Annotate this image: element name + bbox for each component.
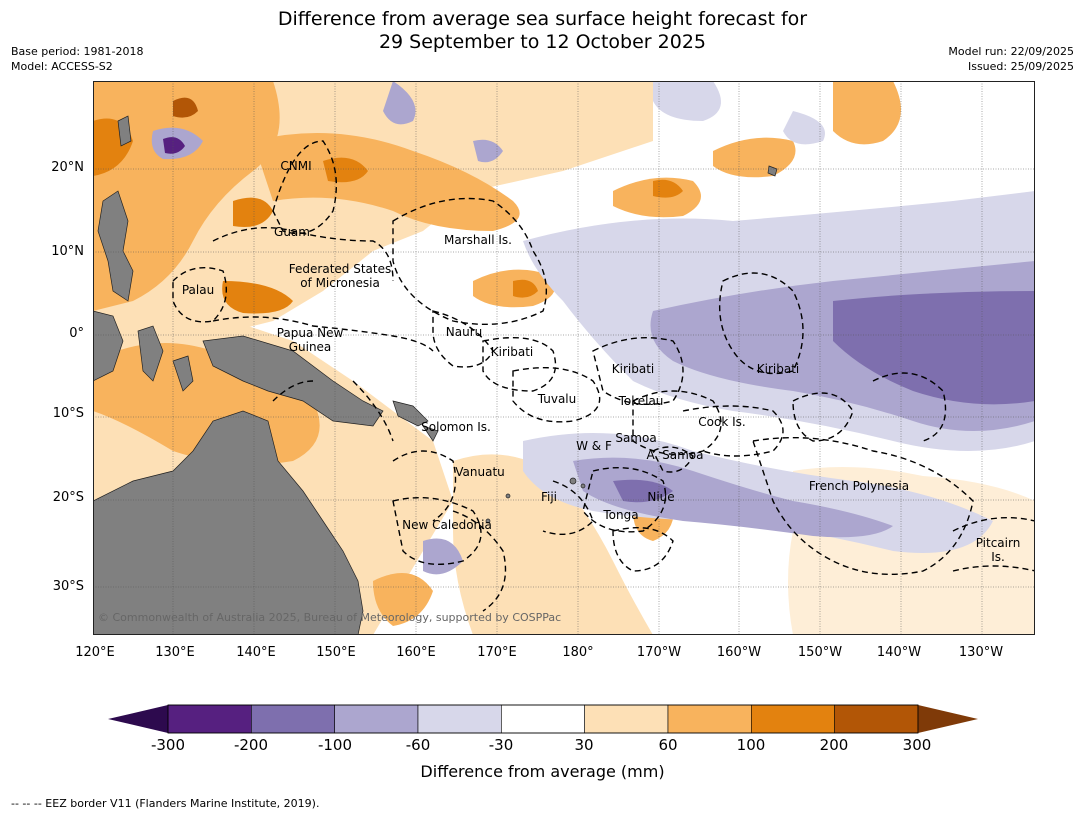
place-fsm-line-1: Federated States <box>288 262 392 276</box>
cb-tick-3: -100 <box>317 736 353 754</box>
colorbar-cell-9 <box>834 704 919 734</box>
lon-label-120e: 120°E <box>75 645 115 660</box>
lon-label-160e: 160°E <box>396 645 436 660</box>
colorbar-cell-3 <box>334 704 419 734</box>
place-kiribati-central: Kiribati <box>611 362 655 376</box>
place-wf: W & F <box>576 439 612 453</box>
cb-tick-8: 100 <box>736 736 766 754</box>
lon-label-170w: 170°W <box>636 645 682 660</box>
colorbar-cell-4 <box>417 704 502 734</box>
place-fsm-line-2: of Micronesia <box>300 276 380 290</box>
copyright-notice: © Commonwealth of Australia 2025, Bureau… <box>98 611 562 624</box>
place-fsm: Federated States of Micronesia <box>289 262 391 290</box>
lon-label-140e: 140°E <box>236 645 276 660</box>
place-marshall: Marshall Is. <box>444 233 512 247</box>
place-pitcairn-line-2: Is. <box>991 550 1005 564</box>
landmass <box>93 115 778 635</box>
eez-footnote: -- -- -- EEZ border V11 (Flanders Marine… <box>11 797 320 810</box>
lon-label-140w: 140°W <box>876 645 922 660</box>
eez-borders <box>172 140 1035 612</box>
place-tuvalu: Tuvalu <box>537 392 577 406</box>
place-palau: Palau <box>181 283 215 297</box>
colorbar-cell-8 <box>751 704 835 734</box>
place-cnmi: CNMI <box>280 159 312 173</box>
place-samoa: Samoa <box>615 431 657 445</box>
lon-label-130w: 130°W <box>958 645 1004 660</box>
place-solomon: Solomon Is. <box>421 420 491 434</box>
place-kiribati-west: Kiribati <box>490 345 534 359</box>
colorbar-cell-7 <box>667 704 752 734</box>
base-period: Base period: 1981-2018 <box>11 45 144 58</box>
colorbar-cell-2 <box>251 704 335 734</box>
place-niue: Niue <box>647 490 675 504</box>
cb-tick-5: -30 <box>488 736 514 754</box>
cb-tick-1: -300 <box>150 736 186 754</box>
place-pitcairn: Pitcairn Is. <box>976 536 1021 564</box>
place-tonga: Tonga <box>603 508 639 522</box>
colorbar-arrow-high <box>918 705 978 733</box>
place-vanuatu: Vanuatu <box>455 465 505 479</box>
cb-tick-6: 30 <box>574 736 594 754</box>
meta-left: Base period: 1981-2018 Model: ACCESS-S2 <box>11 44 143 74</box>
place-kiribati-east: Kiribati <box>756 362 800 376</box>
place-cook: Cook Is. <box>698 415 746 429</box>
lat-label-0: 0° <box>69 326 84 341</box>
place-guam: Guam <box>274 225 310 239</box>
colorbar-arrow-low <box>108 705 168 733</box>
lat-label-10s: 10°S <box>52 406 84 421</box>
title-line-2: 29 September to 12 October 2025 <box>378 31 707 53</box>
place-png-line-1: Papua New <box>276 326 344 340</box>
lon-label-150w: 150°W <box>797 645 843 660</box>
place-pitcairn-line-1: Pitcairn <box>975 536 1021 550</box>
cb-tick-10: 300 <box>902 736 932 754</box>
colorbar-label: Difference from average (mm) <box>420 762 665 781</box>
model-run: Model run: 22/09/2025 <box>948 45 1074 58</box>
lat-label-20s: 20°S <box>52 490 84 505</box>
map-canvas <box>93 81 1035 635</box>
place-american-samoa: A. Samoa <box>646 448 704 462</box>
place-tokelau: Tokelau <box>618 394 664 408</box>
place-fiji: Fiji <box>540 490 558 504</box>
cb-tick-7: 60 <box>658 736 678 754</box>
lon-label-170e: 170°E <box>477 645 517 660</box>
map-title: Difference from average sea surface heig… <box>0 8 1085 54</box>
place-nauru: Nauru <box>445 325 483 339</box>
place-png: Papua New Guinea <box>277 326 344 354</box>
issued-date: Issued: 25/09/2025 <box>967 60 1074 73</box>
lat-label-30s: 30°S <box>52 579 84 594</box>
lat-label-20n: 20°N <box>51 160 84 175</box>
graticule <box>93 81 1035 635</box>
title-line-1: Difference from average sea surface heig… <box>277 8 808 30</box>
lon-label-150e: 150°E <box>316 645 356 660</box>
meta-right: Model run: 22/09/2025 Issued: 25/09/2025 <box>948 44 1074 74</box>
map-panel: CNMI Guam Marshall Is. Federated States … <box>93 81 1035 635</box>
lon-label-130e: 130°E <box>155 645 195 660</box>
colorbar <box>108 704 978 734</box>
lat-label-10n: 10°N <box>51 244 84 259</box>
cb-tick-2: -200 <box>233 736 269 754</box>
place-png-line-2: Guinea <box>288 340 332 354</box>
lon-label-160w: 160°W <box>716 645 762 660</box>
colorbar-cell-6 <box>584 704 669 734</box>
colorbar-cell-1 <box>167 704 252 734</box>
cb-tick-4: -60 <box>405 736 431 754</box>
cb-tick-9: 200 <box>819 736 849 754</box>
colorbar-cell-5 <box>501 704 585 734</box>
lon-label-180: 180° <box>562 645 594 660</box>
place-french-polynesia: French Polynesia <box>808 479 910 493</box>
place-new-caledonia: New Caledonia <box>402 518 492 532</box>
model-name: Model: ACCESS-S2 <box>11 60 113 73</box>
colorbar-cells <box>167 704 919 734</box>
